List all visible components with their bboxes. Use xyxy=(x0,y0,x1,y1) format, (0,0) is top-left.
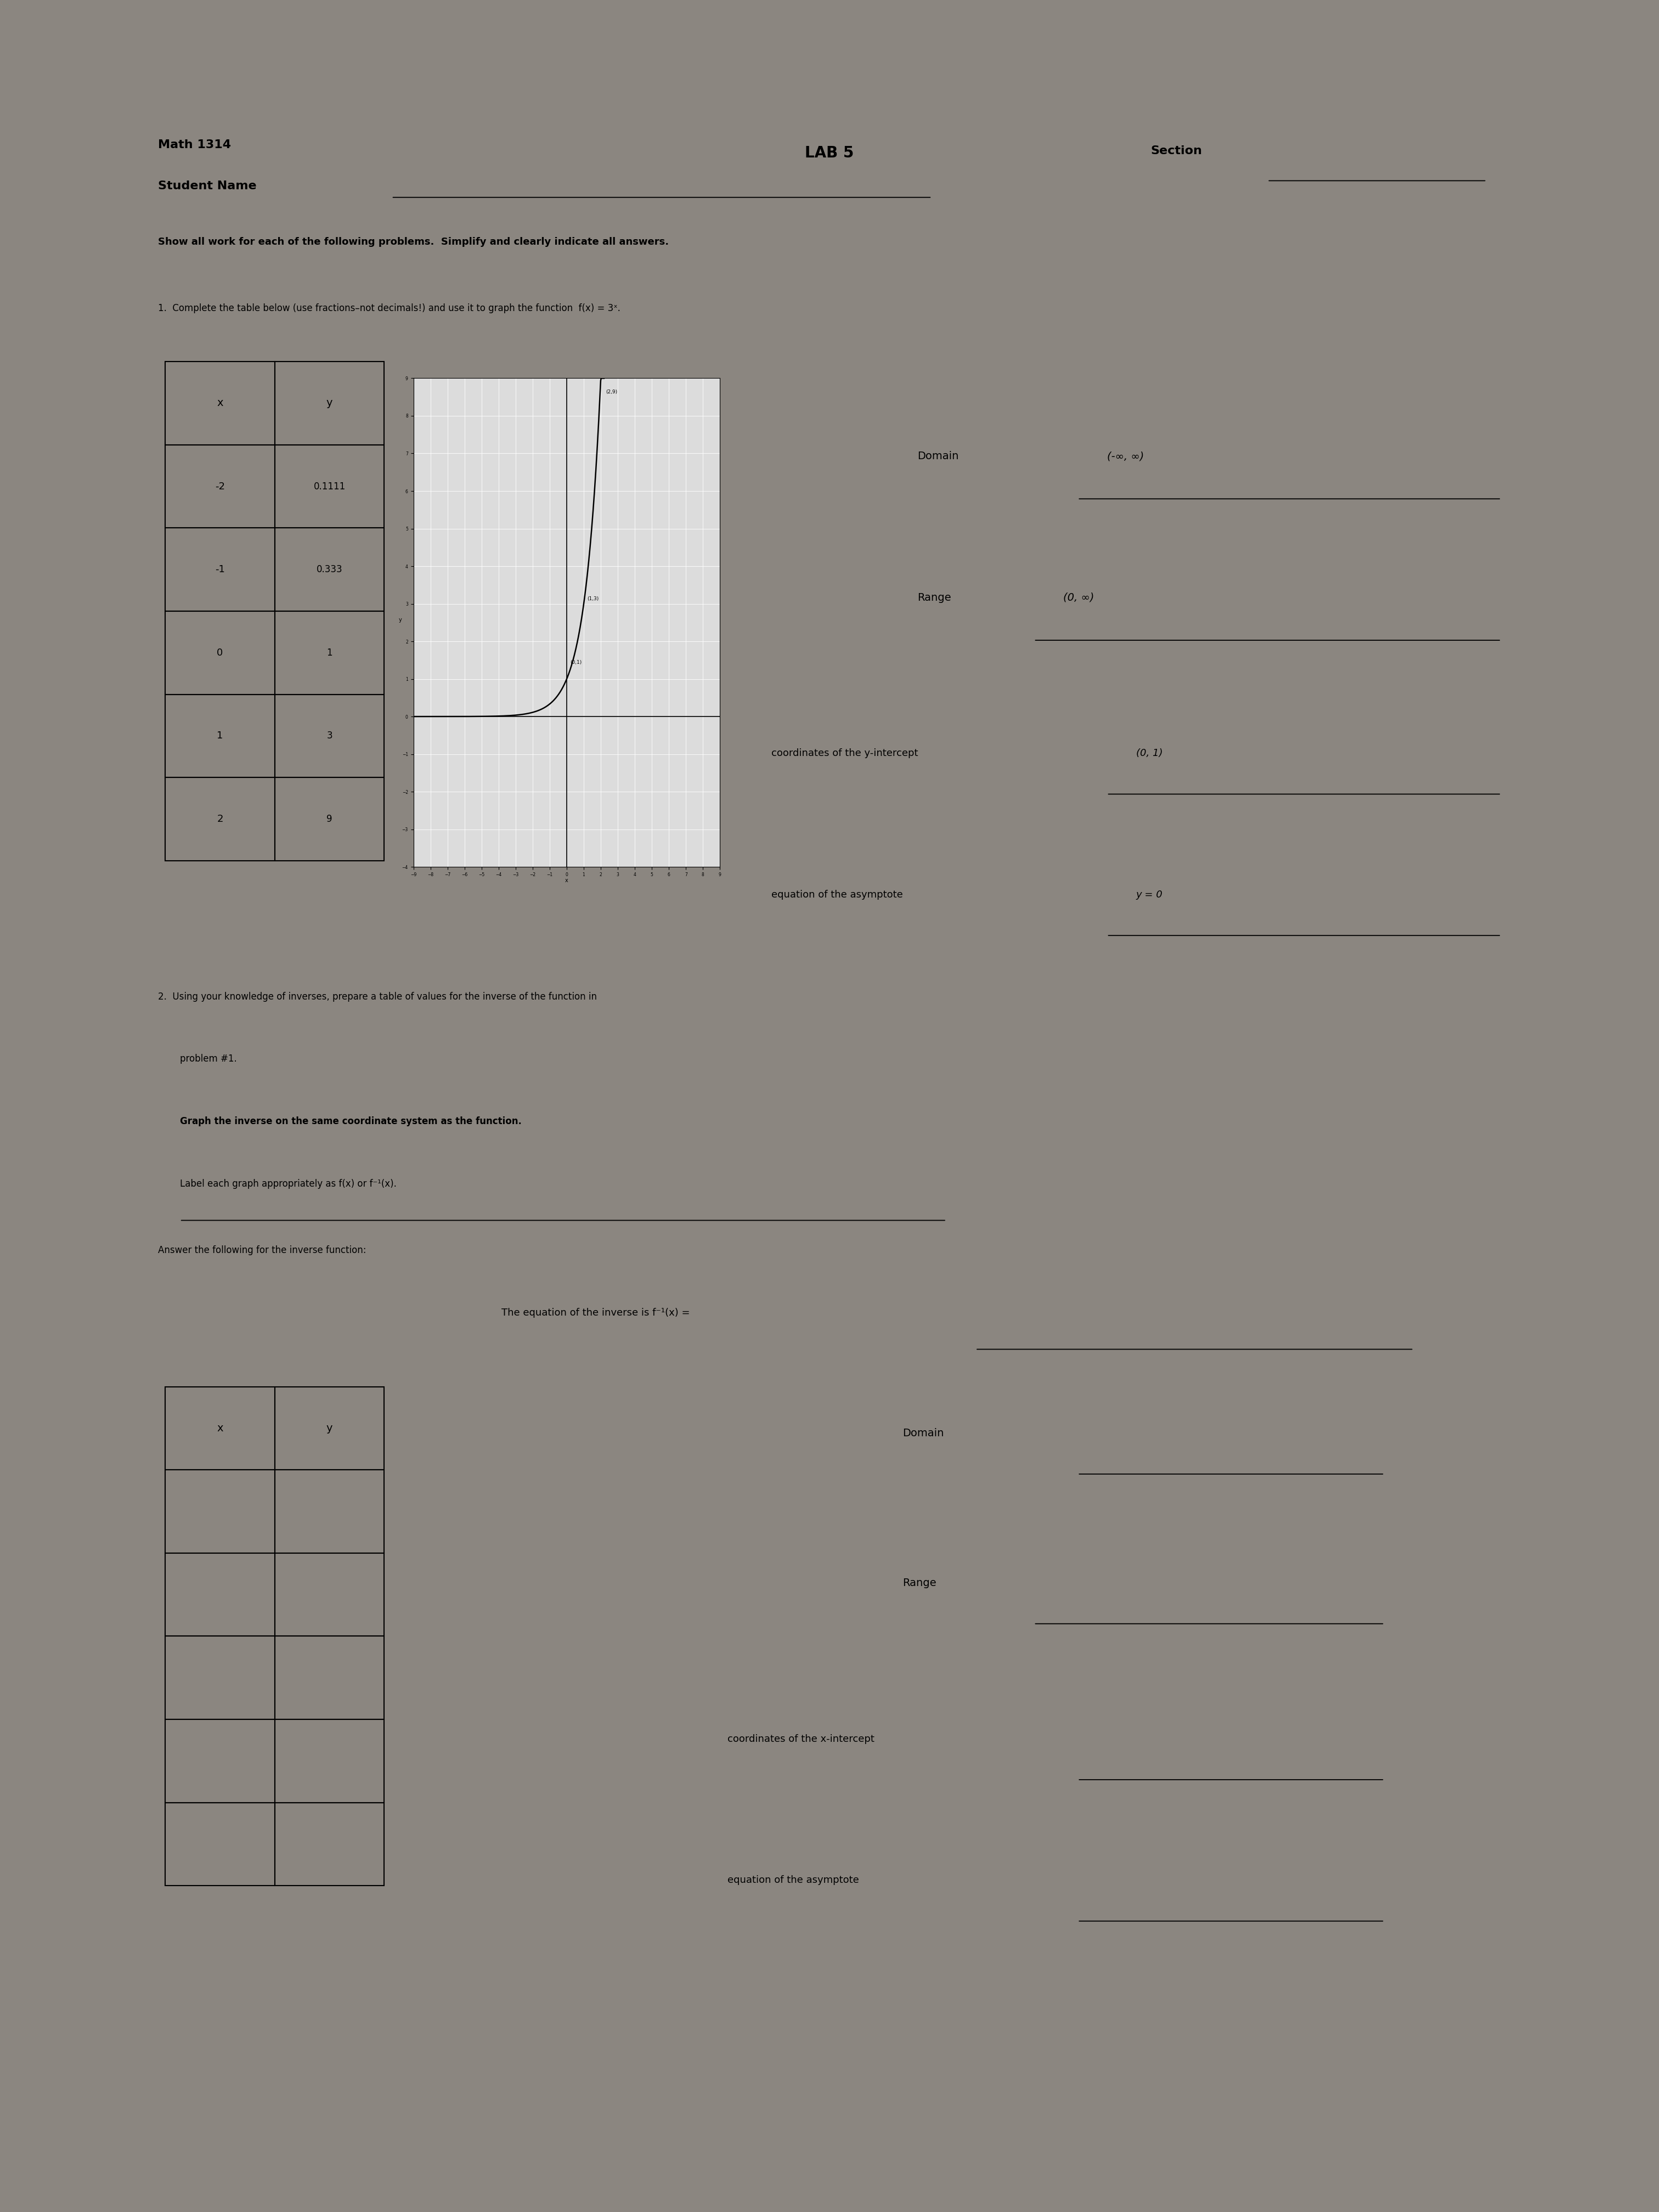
Bar xyxy=(166,1553,275,1637)
Bar xyxy=(166,361,275,445)
Text: 1: 1 xyxy=(327,648,332,657)
Text: x: x xyxy=(217,398,224,409)
Text: 0: 0 xyxy=(217,648,222,657)
Text: (0, 1): (0, 1) xyxy=(1136,748,1163,759)
Bar xyxy=(166,529,275,611)
Text: 0.333: 0.333 xyxy=(317,564,342,575)
Text: (2,9): (2,9) xyxy=(606,389,617,394)
Text: Domain: Domain xyxy=(917,451,959,462)
Bar xyxy=(166,445,275,529)
Text: (0, ∞): (0, ∞) xyxy=(1063,593,1093,604)
Text: equation of the asymptote: equation of the asymptote xyxy=(771,889,902,900)
Text: Answer the following for the inverse function:: Answer the following for the inverse fun… xyxy=(158,1245,367,1254)
X-axis label: x: x xyxy=(566,878,569,883)
Bar xyxy=(275,445,385,529)
Text: y = 0: y = 0 xyxy=(1136,889,1163,900)
Text: 1.  Complete the table below (use fractions–not decimals!) and use it to graph t: 1. Complete the table below (use fractio… xyxy=(158,303,620,314)
Text: 3: 3 xyxy=(327,730,332,741)
Bar xyxy=(166,611,275,695)
Text: Graph the inverse on the same coordinate system as the function.: Graph the inverse on the same coordinate… xyxy=(179,1117,521,1126)
Bar xyxy=(166,1637,275,1719)
Text: x: x xyxy=(217,1422,224,1433)
Text: Section: Section xyxy=(1151,146,1203,157)
Bar xyxy=(166,1387,275,1469)
Bar xyxy=(275,1803,385,1885)
Bar xyxy=(166,776,275,860)
Text: 9: 9 xyxy=(327,814,332,825)
Text: equation of the asymptote: equation of the asymptote xyxy=(727,1876,859,1885)
Bar xyxy=(275,1553,385,1637)
Text: problem #1.: problem #1. xyxy=(179,1055,237,1064)
Text: (0,1): (0,1) xyxy=(571,659,582,666)
Text: Domain: Domain xyxy=(902,1429,944,1438)
Bar xyxy=(275,1637,385,1719)
Text: Show all work for each of the following problems.  Simplify and clearly indicate: Show all work for each of the following … xyxy=(158,237,669,248)
Bar xyxy=(166,695,275,776)
Bar xyxy=(275,695,385,776)
Bar xyxy=(275,611,385,695)
Bar xyxy=(275,529,385,611)
Text: Range: Range xyxy=(917,593,951,604)
Text: 0.1111: 0.1111 xyxy=(314,482,345,491)
Text: LAB 5: LAB 5 xyxy=(805,146,854,161)
Bar xyxy=(275,1719,385,1803)
Text: 2: 2 xyxy=(217,814,224,825)
Text: Math 1314: Math 1314 xyxy=(158,139,231,150)
Text: coordinates of the y-intercept: coordinates of the y-intercept xyxy=(771,748,917,759)
Text: (1,3): (1,3) xyxy=(587,597,599,602)
Bar xyxy=(166,1803,275,1885)
Text: Label each graph appropriately as f(x) or f⁻¹(x).: Label each graph appropriately as f(x) o… xyxy=(179,1179,397,1188)
Bar xyxy=(275,1469,385,1553)
Y-axis label: y: y xyxy=(398,617,401,622)
Bar xyxy=(275,776,385,860)
Text: 1: 1 xyxy=(217,730,222,741)
Text: 2.  Using your knowledge of inverses, prepare a table of values for the inverse : 2. Using your knowledge of inverses, pre… xyxy=(158,991,597,1002)
Text: Range: Range xyxy=(902,1577,936,1588)
Bar xyxy=(166,1719,275,1803)
Bar xyxy=(166,1469,275,1553)
Text: y: y xyxy=(327,398,333,409)
Text: Student Name: Student Name xyxy=(158,181,257,192)
Bar xyxy=(275,1387,385,1469)
Text: coordinates of the x-intercept: coordinates of the x-intercept xyxy=(727,1734,874,1743)
Text: The equation of the inverse is f⁻¹(x) =: The equation of the inverse is f⁻¹(x) = xyxy=(501,1307,690,1318)
Bar xyxy=(275,361,385,445)
Text: y: y xyxy=(327,1422,333,1433)
Text: -1: -1 xyxy=(216,564,226,575)
Text: -2: -2 xyxy=(216,482,226,491)
Text: (-∞, ∞): (-∞, ∞) xyxy=(1107,451,1143,462)
